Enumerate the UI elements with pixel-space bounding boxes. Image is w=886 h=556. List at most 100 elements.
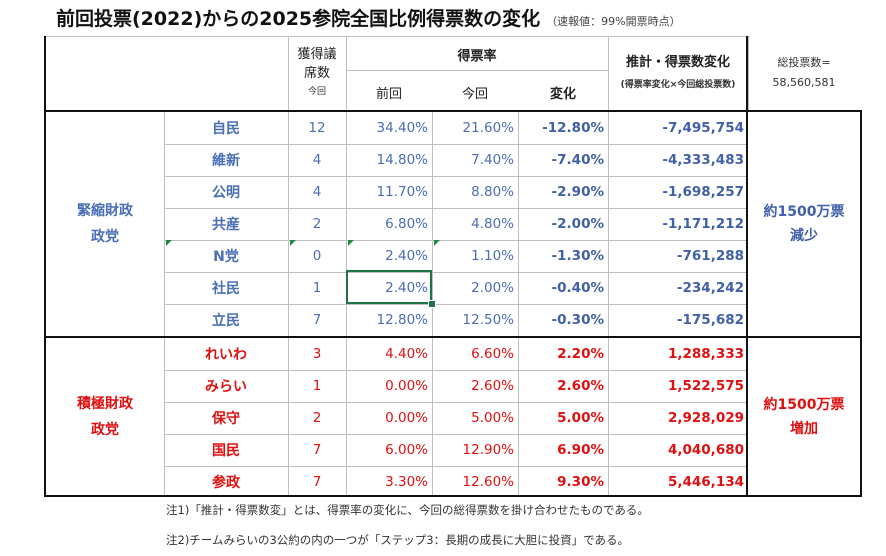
cell-current[interactable]: 5.00% — [471, 410, 514, 426]
cell-previous[interactable]: 2.40% — [385, 280, 428, 296]
header-seats-line3: 今回 — [307, 86, 326, 97]
cell-current[interactable]: 12.50% — [462, 312, 514, 328]
note-1: 注1)「推計・得票数変」とは、得票率の変化に、今回の総得票数を掛け合わせたもので… — [166, 503, 649, 517]
group-austerity-label[interactable]: 緊縮財政 政党 — [46, 112, 164, 336]
cell-change[interactable]: 5.00% — [557, 410, 604, 426]
cell-votes[interactable]: -1,698,257 — [662, 184, 744, 200]
table-border — [44, 110, 862, 112]
cell-votes[interactable]: -4,333,483 — [662, 152, 744, 168]
cell-party[interactable]: 社民 — [212, 281, 240, 297]
cell-previous[interactable]: 12.80% — [376, 312, 428, 328]
table-border — [746, 36, 748, 497]
cell-seats[interactable]: 3 — [312, 346, 322, 362]
cell-seats[interactable]: 1 — [312, 378, 322, 394]
summary-austerity-line2: 減少 — [790, 228, 818, 244]
cell-current[interactable]: 12.60% — [462, 474, 514, 490]
grid-line — [164, 208, 748, 209]
cell-change[interactable]: 9.30% — [557, 474, 604, 490]
cell-current[interactable]: 1.10% — [471, 248, 514, 264]
cell-change[interactable]: -12.80% — [542, 120, 604, 136]
header-vote-rate[interactable]: 得票率 — [457, 48, 497, 64]
cell-votes[interactable]: 5,446,134 — [667, 474, 744, 490]
cell-previous[interactable]: 11.70% — [376, 184, 428, 200]
grid-line — [164, 144, 748, 145]
cell-party[interactable]: 立民 — [212, 313, 240, 329]
grid-line — [164, 272, 748, 273]
cell-change[interactable]: 2.60% — [557, 378, 604, 394]
cell-previous[interactable]: 0.00% — [385, 378, 428, 394]
cell-seats[interactable]: 7 — [312, 474, 322, 490]
header-total[interactable]: 総投票数= 58,560,581 — [748, 50, 860, 96]
cell-party[interactable]: 公明 — [212, 185, 240, 201]
header-current[interactable]: 今回 — [461, 86, 488, 102]
group-proactive-label[interactable]: 積極財政 政党 — [46, 338, 164, 496]
cell-seats[interactable]: 2 — [312, 216, 322, 232]
cell-seats[interactable]: 7 — [312, 312, 322, 328]
cell-previous[interactable]: 14.80% — [376, 152, 428, 168]
cell-change[interactable]: -7.40% — [551, 152, 604, 168]
cell-change[interactable]: -2.00% — [551, 216, 604, 232]
cell-previous[interactable]: 3.30% — [385, 474, 428, 490]
summary-austerity[interactable]: 約1500万票 減少 — [748, 112, 860, 336]
cell-votes[interactable]: 1,288,333 — [667, 346, 744, 362]
cell-votes[interactable]: -7,495,754 — [662, 120, 744, 136]
cell-change[interactable]: 2.20% — [557, 346, 604, 362]
cell-change[interactable]: -2.90% — [551, 184, 604, 200]
cell-current[interactable]: 7.40% — [471, 152, 514, 168]
cell-current[interactable]: 4.80% — [471, 216, 514, 232]
cell-previous[interactable]: 0.00% — [385, 410, 428, 426]
cell-change[interactable]: -1.30% — [551, 248, 604, 264]
cell-party[interactable]: N党 — [213, 249, 239, 265]
cell-seats[interactable]: 1 — [312, 280, 322, 296]
cell-seats[interactable]: 0 — [312, 248, 322, 264]
cell-party[interactable]: みらい — [205, 379, 247, 395]
header-previous[interactable]: 前回 — [375, 86, 402, 102]
summary-proactive[interactable]: 約1500万票 増加 — [748, 338, 860, 496]
grid-line — [164, 240, 748, 241]
error-indicator-icon — [166, 240, 172, 246]
cell-seats[interactable]: 4 — [312, 152, 322, 168]
cell-votes[interactable]: 1,522,575 — [667, 378, 744, 394]
grid-line — [164, 434, 748, 435]
cell-current[interactable]: 2.00% — [471, 280, 514, 296]
summary-austerity-line1: 約1500万票 — [763, 204, 845, 220]
cell-votes[interactable]: -761,288 — [676, 248, 744, 264]
fill-handle[interactable] — [428, 300, 436, 308]
cell-party[interactable]: 保守 — [212, 411, 240, 427]
cell-previous[interactable]: 6.00% — [385, 442, 428, 458]
cell-seats[interactable]: 4 — [312, 184, 322, 200]
cell-votes[interactable]: -175,682 — [676, 312, 744, 328]
cell-current[interactable]: 6.60% — [471, 346, 514, 362]
cell-current[interactable]: 8.80% — [471, 184, 514, 200]
cell-previous[interactable]: 6.80% — [385, 216, 428, 232]
cell-change[interactable]: -0.30% — [551, 312, 604, 328]
cell-previous[interactable]: 2.40% — [385, 248, 428, 264]
cell-change[interactable]: -0.40% — [551, 280, 604, 296]
sheet-title: 前回投票(2022)からの2025参院全国比例得票数の変化 （速報値：99%開票時… — [56, 4, 681, 31]
cell-current[interactable]: 21.60% — [462, 120, 514, 136]
header-seats[interactable]: 獲得議 席数 今回 — [288, 36, 346, 110]
header-change[interactable]: 変化 — [549, 86, 576, 102]
cell-party[interactable]: れいわ — [205, 347, 247, 363]
cell-votes[interactable]: 4,040,680 — [667, 442, 744, 458]
cell-current[interactable]: 12.90% — [462, 442, 514, 458]
cell-votes[interactable]: -1,171,212 — [662, 216, 744, 232]
cell-votes[interactable]: -234,242 — [676, 280, 744, 296]
cell-change[interactable]: 6.90% — [557, 442, 604, 458]
cell-party[interactable]: 参政 — [212, 475, 240, 491]
grid-line — [346, 36, 347, 110]
cell-previous[interactable]: 4.40% — [385, 346, 428, 362]
cell-votes[interactable]: 2,928,029 — [667, 410, 744, 426]
cell-previous[interactable]: 34.40% — [376, 120, 428, 136]
cell-party[interactable]: 共産 — [212, 217, 240, 233]
cell-seats[interactable]: 7 — [312, 442, 322, 458]
cell-current[interactable]: 2.60% — [471, 378, 514, 394]
header-estimate[interactable]: 推計・得票数変化 (得票率変化×今回総投票数) — [608, 48, 748, 100]
cell-party[interactable]: 国民 — [212, 443, 240, 459]
cell-party[interactable]: 自民 — [212, 121, 240, 137]
cell-seats[interactable]: 2 — [312, 410, 322, 426]
selected-cell[interactable] — [346, 270, 432, 304]
summary-proactive-line1: 約1500万票 — [763, 397, 845, 413]
cell-party[interactable]: 維新 — [212, 153, 240, 169]
cell-seats[interactable]: 12 — [308, 120, 326, 136]
